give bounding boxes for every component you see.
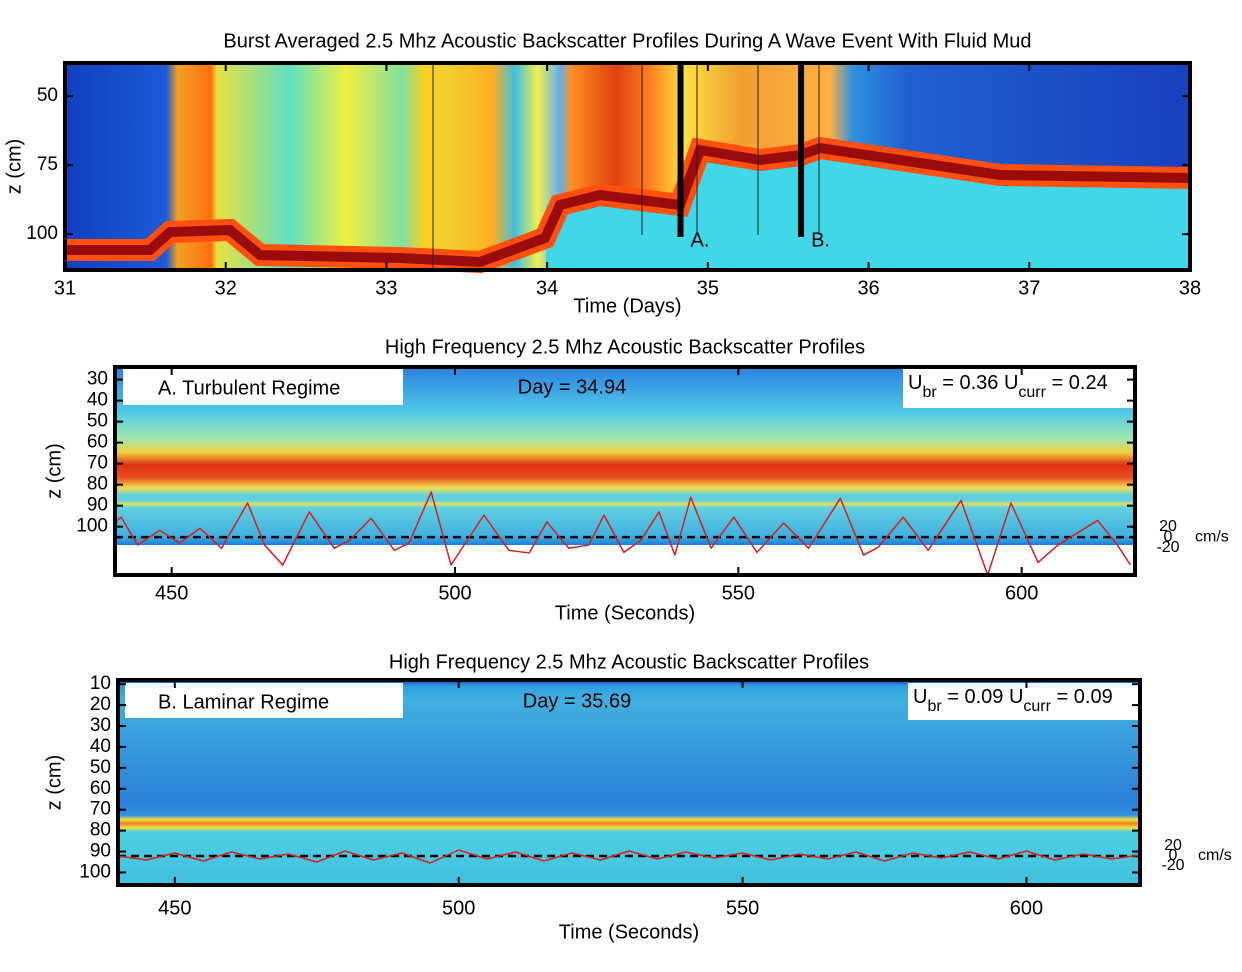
y-tick-label: 75 bbox=[37, 154, 58, 175]
y-tick-label: 90 bbox=[90, 841, 111, 862]
y2-tick-label: -20 bbox=[1156, 539, 1179, 556]
x-tick-label: 38 bbox=[1179, 277, 1201, 299]
x-tick-label: 500 bbox=[442, 897, 475, 919]
y-tick-label: 50 bbox=[37, 85, 58, 106]
profile-lines bbox=[432, 63, 820, 270]
y-axis-label: z (cm) bbox=[3, 139, 25, 195]
x-tick-label: 37 bbox=[1018, 277, 1040, 299]
x-tick-label: 550 bbox=[726, 897, 759, 919]
y-axis-label: z (cm) bbox=[43, 443, 65, 499]
y2-axis-label: cm/s bbox=[1198, 847, 1232, 864]
x-tick-label: 35 bbox=[697, 277, 719, 299]
x-axis-label: Time (Seconds) bbox=[555, 602, 695, 624]
label-box bbox=[123, 369, 403, 405]
x-tick-label: 600 bbox=[1010, 897, 1043, 919]
note-part: curr bbox=[1018, 384, 1046, 401]
note-part: br bbox=[927, 698, 942, 715]
chart-title: High Frequency 2.5 Mhz Acoustic Backscat… bbox=[389, 651, 869, 673]
y-tick-label: 40 bbox=[90, 736, 111, 757]
label-box bbox=[125, 683, 403, 718]
regime-label: A. Turbulent Regime bbox=[158, 377, 340, 399]
regime-label: B. Laminar Regime bbox=[158, 691, 329, 713]
y2-tick-label: 0 bbox=[1164, 528, 1173, 545]
y-tick-label: 60 bbox=[87, 432, 108, 453]
note-part: = 0.09 bbox=[1051, 686, 1113, 708]
y-tick-label: 30 bbox=[87, 369, 108, 390]
velocity-note: Ubr = 0.36 Ucurr = 0.24 bbox=[908, 372, 1108, 401]
y-tick-label: 90 bbox=[87, 495, 108, 516]
y2-tick-label: 20 bbox=[1164, 837, 1182, 854]
chart-title: Burst Averaged 2.5 Mhz Acoustic Backscat… bbox=[223, 30, 1031, 52]
y2-tick-label: 20 bbox=[1159, 518, 1177, 535]
x-tick-label: 36 bbox=[857, 277, 879, 299]
y-tick-label: 10 bbox=[90, 673, 111, 694]
velocity-line bbox=[117, 849, 1141, 864]
plot-frame bbox=[113, 365, 1137, 577]
y-tick-label: 50 bbox=[90, 757, 111, 778]
note-part: = 0.24 bbox=[1046, 372, 1108, 394]
plot-frame bbox=[63, 61, 1192, 272]
y-tick-label: 30 bbox=[90, 715, 111, 736]
x-tick-label: 550 bbox=[722, 582, 755, 604]
y-tick-label: 60 bbox=[90, 778, 111, 799]
velocity-note: Ubr = 0.09 Ucurr = 0.09 bbox=[913, 686, 1113, 715]
y-tick-label: 80 bbox=[90, 820, 111, 841]
y2-axis-label: cm/s bbox=[1195, 528, 1229, 545]
y-tick-label: 80 bbox=[87, 474, 108, 495]
x-tick-label: 450 bbox=[155, 582, 188, 604]
y-tick-label: 40 bbox=[87, 390, 108, 411]
y-tick-label: 70 bbox=[90, 799, 111, 820]
x-tick-label: 34 bbox=[536, 277, 558, 299]
x-tick-label: 500 bbox=[438, 582, 471, 604]
velocity-line bbox=[114, 491, 1132, 576]
x-tick-label: 32 bbox=[215, 277, 237, 299]
mud-band-core bbox=[65, 142, 1191, 268]
note-part: = 0.09 U bbox=[942, 686, 1024, 708]
note-part: = 0.36 U bbox=[937, 372, 1019, 394]
y-axis-label: z (cm) bbox=[43, 755, 65, 811]
x-tick-label: 31 bbox=[54, 277, 76, 299]
x-tick-label: 33 bbox=[375, 277, 397, 299]
chart-title: High Frequency 2.5 Mhz Acoustic Backscat… bbox=[385, 336, 865, 358]
y2-tick-label: -20 bbox=[1161, 857, 1184, 874]
y-tick-label: 70 bbox=[87, 453, 108, 474]
y-tick-label: 100 bbox=[79, 861, 111, 882]
label-box bbox=[908, 683, 1140, 720]
event-label: A. bbox=[691, 229, 710, 251]
note-part: U bbox=[908, 372, 922, 394]
x-axis-label: Time (Seconds) bbox=[559, 921, 699, 943]
day-label: Day = 35.69 bbox=[523, 690, 631, 712]
event-label: B. bbox=[811, 229, 830, 251]
y-tick-label: 100 bbox=[26, 223, 58, 244]
label-box bbox=[903, 369, 1133, 408]
y-tick-label: 100 bbox=[76, 516, 108, 537]
note-part: br bbox=[922, 384, 937, 401]
x-axis-label: Time (Days) bbox=[573, 295, 681, 317]
y-tick-label: 20 bbox=[90, 694, 111, 715]
x-tick-label: 600 bbox=[1005, 582, 1038, 604]
y2-tick-label: 0 bbox=[1169, 847, 1178, 864]
note-part: U bbox=[913, 686, 927, 708]
note-part: curr bbox=[1023, 698, 1051, 715]
day-label: Day = 34.94 bbox=[518, 376, 626, 398]
x-tick-label: 450 bbox=[158, 897, 191, 919]
y-tick-label: 50 bbox=[87, 411, 108, 432]
plot-frame bbox=[116, 678, 1142, 887]
